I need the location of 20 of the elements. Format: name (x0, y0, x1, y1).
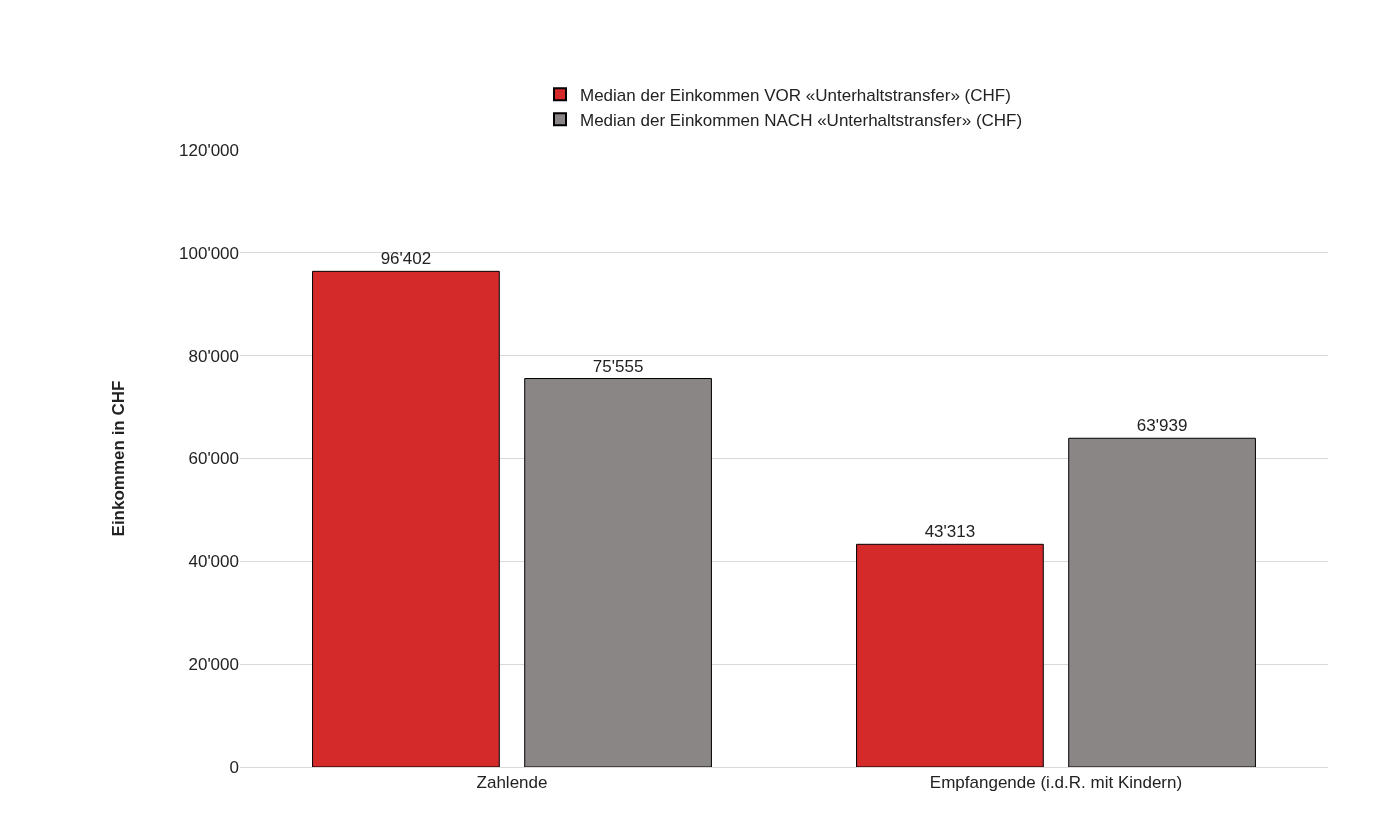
y-axis-title: Einkommen in CHF (108, 380, 128, 537)
legend-label: Median der Einkommen NACH «Unterhaltstransfer» (CHF) (580, 110, 1023, 130)
y-tick-label: 20'000 (188, 655, 239, 675)
data-label: 96'402 (380, 249, 432, 269)
data-label: 75'555 (592, 356, 644, 376)
x-tick-label: Empfangende (i.d.R. mit Kindern) (929, 773, 1183, 793)
y-tick-label: 0 (229, 757, 239, 777)
bar (856, 543, 1044, 767)
y-tick-label: 40'000 (188, 552, 239, 572)
y-tick-label: 60'000 (188, 449, 239, 469)
bar (1068, 437, 1256, 767)
data-label: 63'939 (1136, 416, 1188, 436)
y-tick-label: 80'000 (188, 346, 239, 366)
y-tick-label: 120'000 (179, 140, 239, 160)
data-label: 43'313 (924, 522, 976, 542)
legend-label: Median der Einkommen VOR «Unterhaltstransfer» (CHF) (580, 85, 1011, 105)
bar (312, 270, 500, 767)
y-tick-label: 100'000 (179, 243, 239, 263)
bar (524, 378, 712, 767)
x-tick-label: Zahlende (476, 773, 548, 793)
